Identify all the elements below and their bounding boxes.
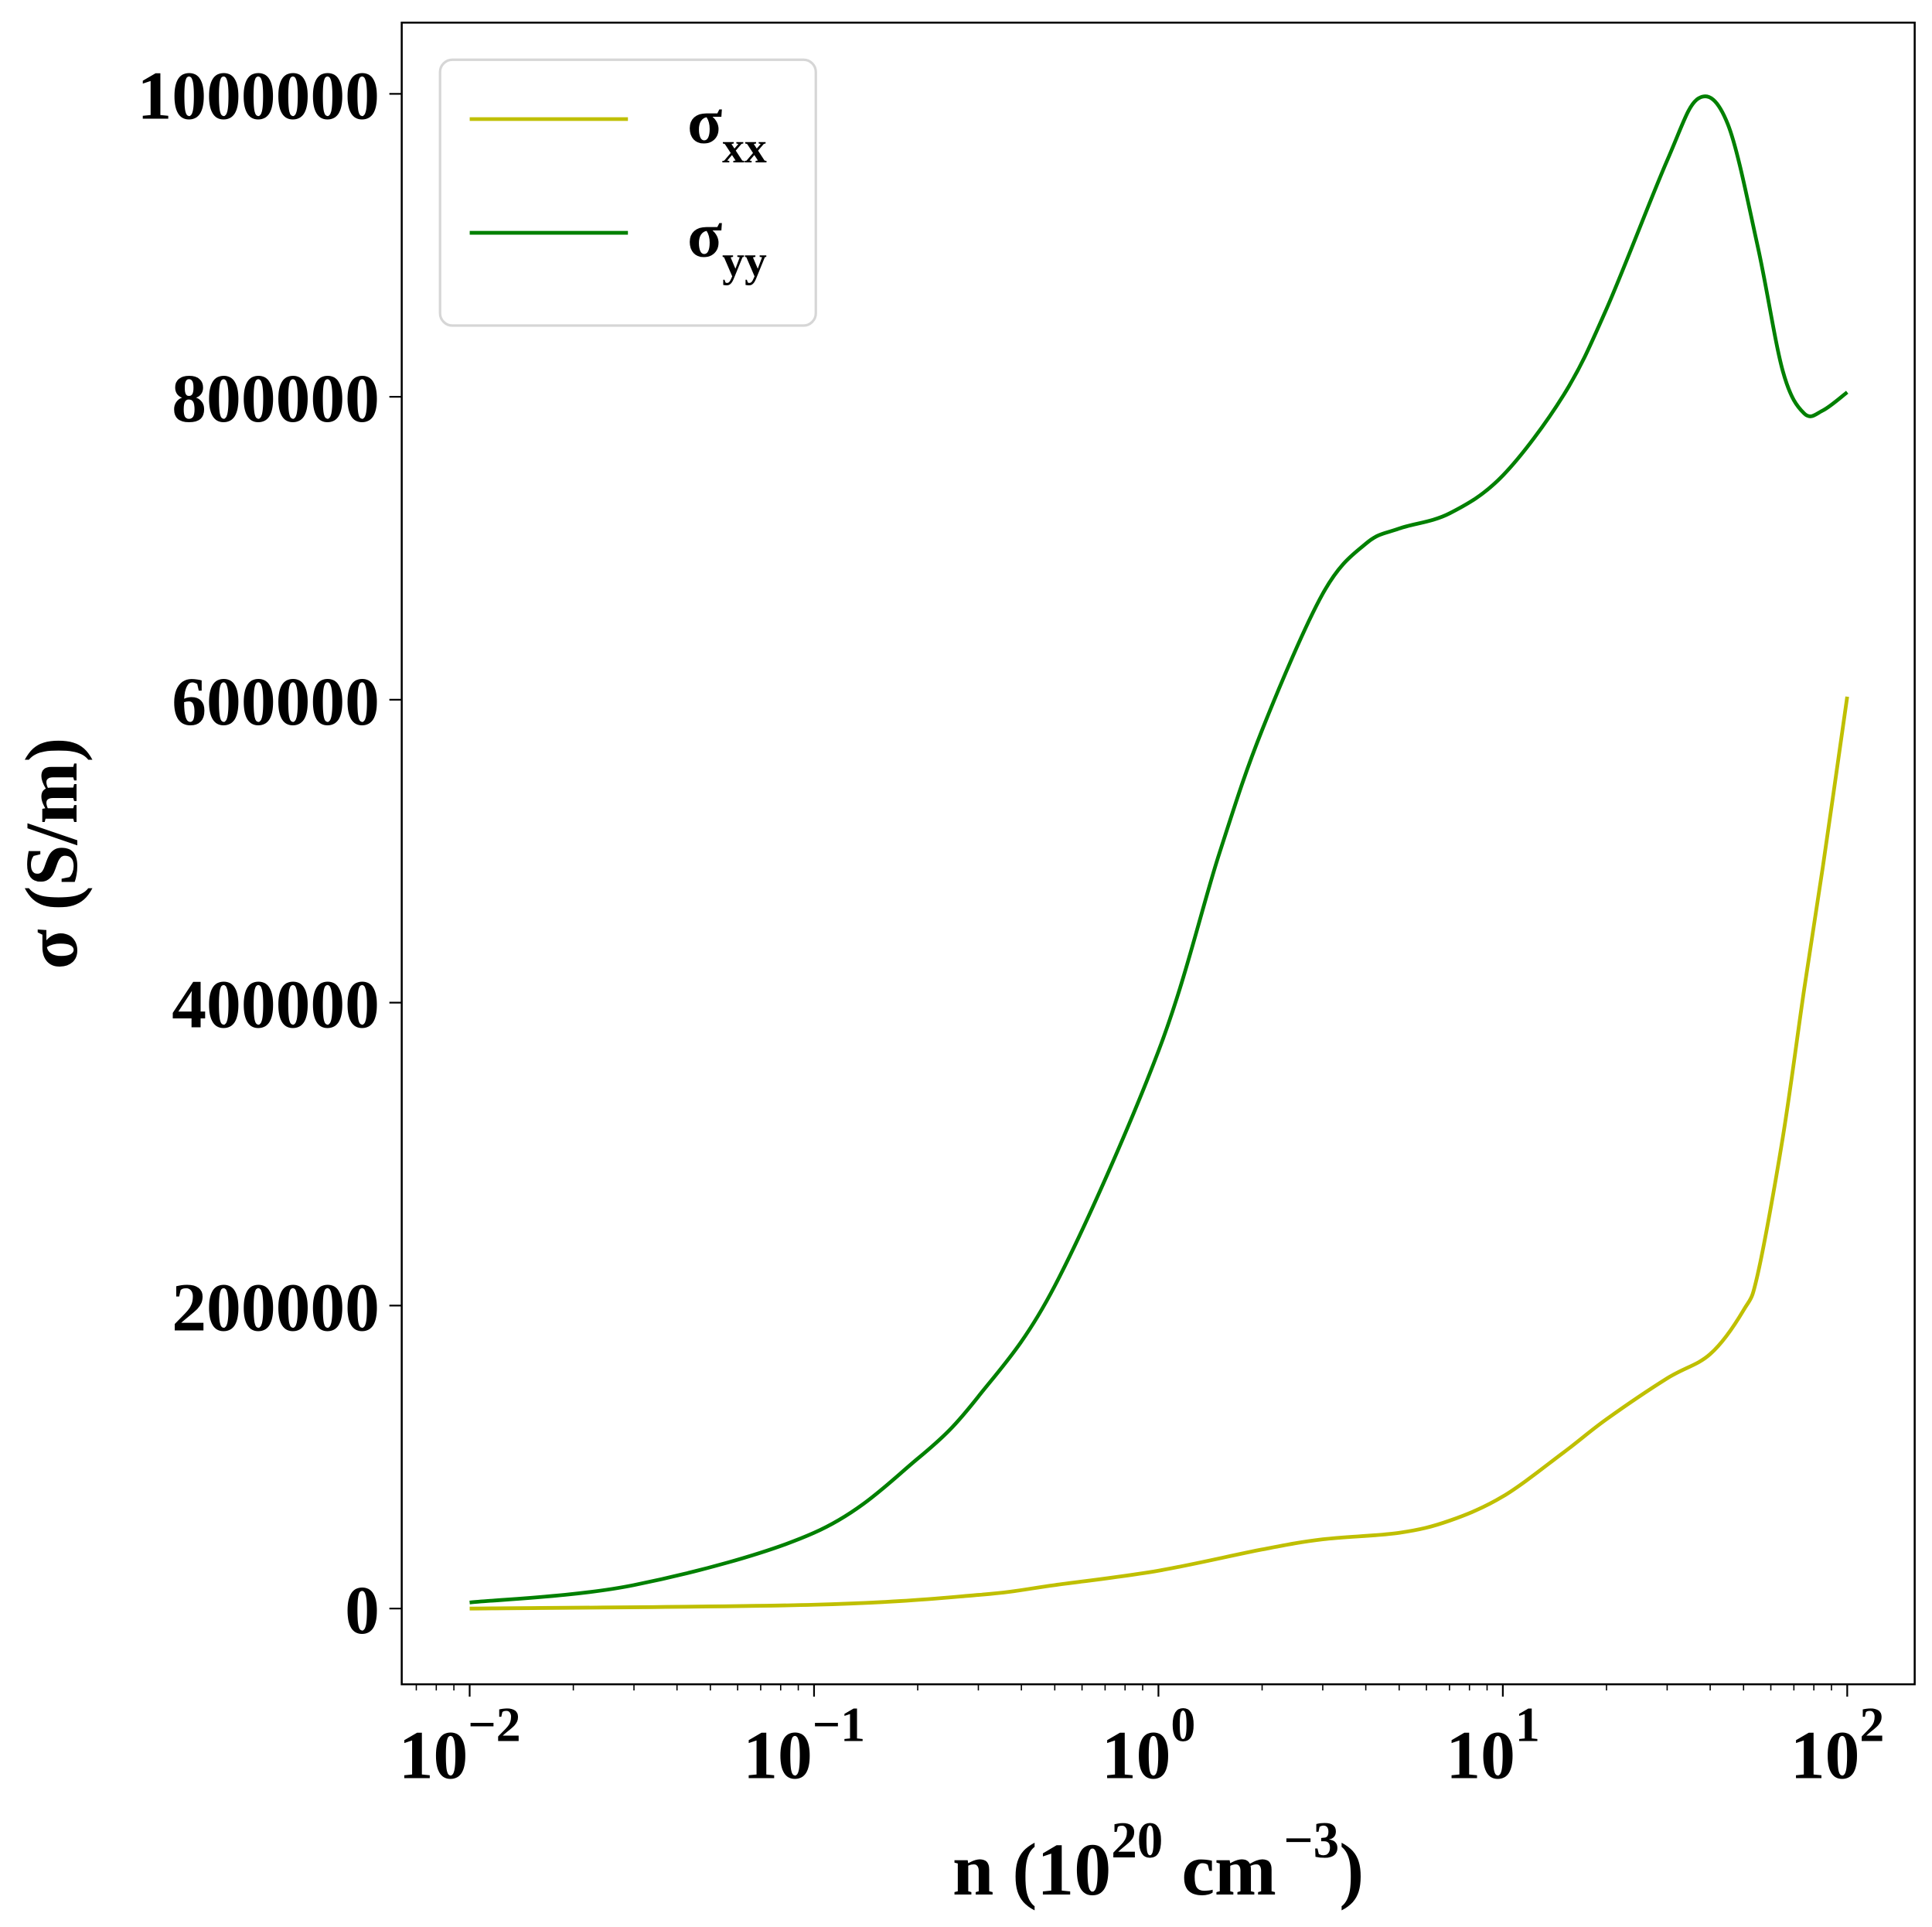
- legend-box: [438, 58, 817, 327]
- x-tick-label: 101: [1446, 1697, 1539, 1794]
- x-axis: 10−2 10−1 100 101 102: [399, 1684, 1884, 1794]
- x-tick-label: 10−1: [743, 1697, 865, 1794]
- plot-area: [469, 94, 1849, 1611]
- y-tick-label: 400000: [172, 967, 380, 1043]
- x-tick-label: 100: [1102, 1697, 1195, 1794]
- legend: σxx σyy: [438, 58, 817, 327]
- legend-label-sigma-xx: σxx: [687, 85, 767, 172]
- y-tick-label: 200000: [172, 1269, 380, 1345]
- x-tick-label: 10−2: [399, 1697, 521, 1794]
- y-tick-label: 600000: [172, 663, 380, 740]
- series-line-yy: [469, 94, 1849, 1605]
- y-tick-label: 800000: [172, 360, 380, 437]
- legend-label-sigma-yy: σyy: [687, 199, 767, 286]
- x-tick-label: 102: [1791, 1697, 1884, 1794]
- y-axis-label: σ (S/m): [11, 738, 93, 970]
- x-axis-label: n (1020 cm −3): [952, 1811, 1364, 1911]
- y-axis: 0 200000 400000 600000 800000 1000000: [138, 57, 402, 1649]
- y-tick-label: 0: [345, 1572, 380, 1649]
- y-tick-label: 1000000: [138, 57, 380, 134]
- series-line-xx: [469, 696, 1849, 1611]
